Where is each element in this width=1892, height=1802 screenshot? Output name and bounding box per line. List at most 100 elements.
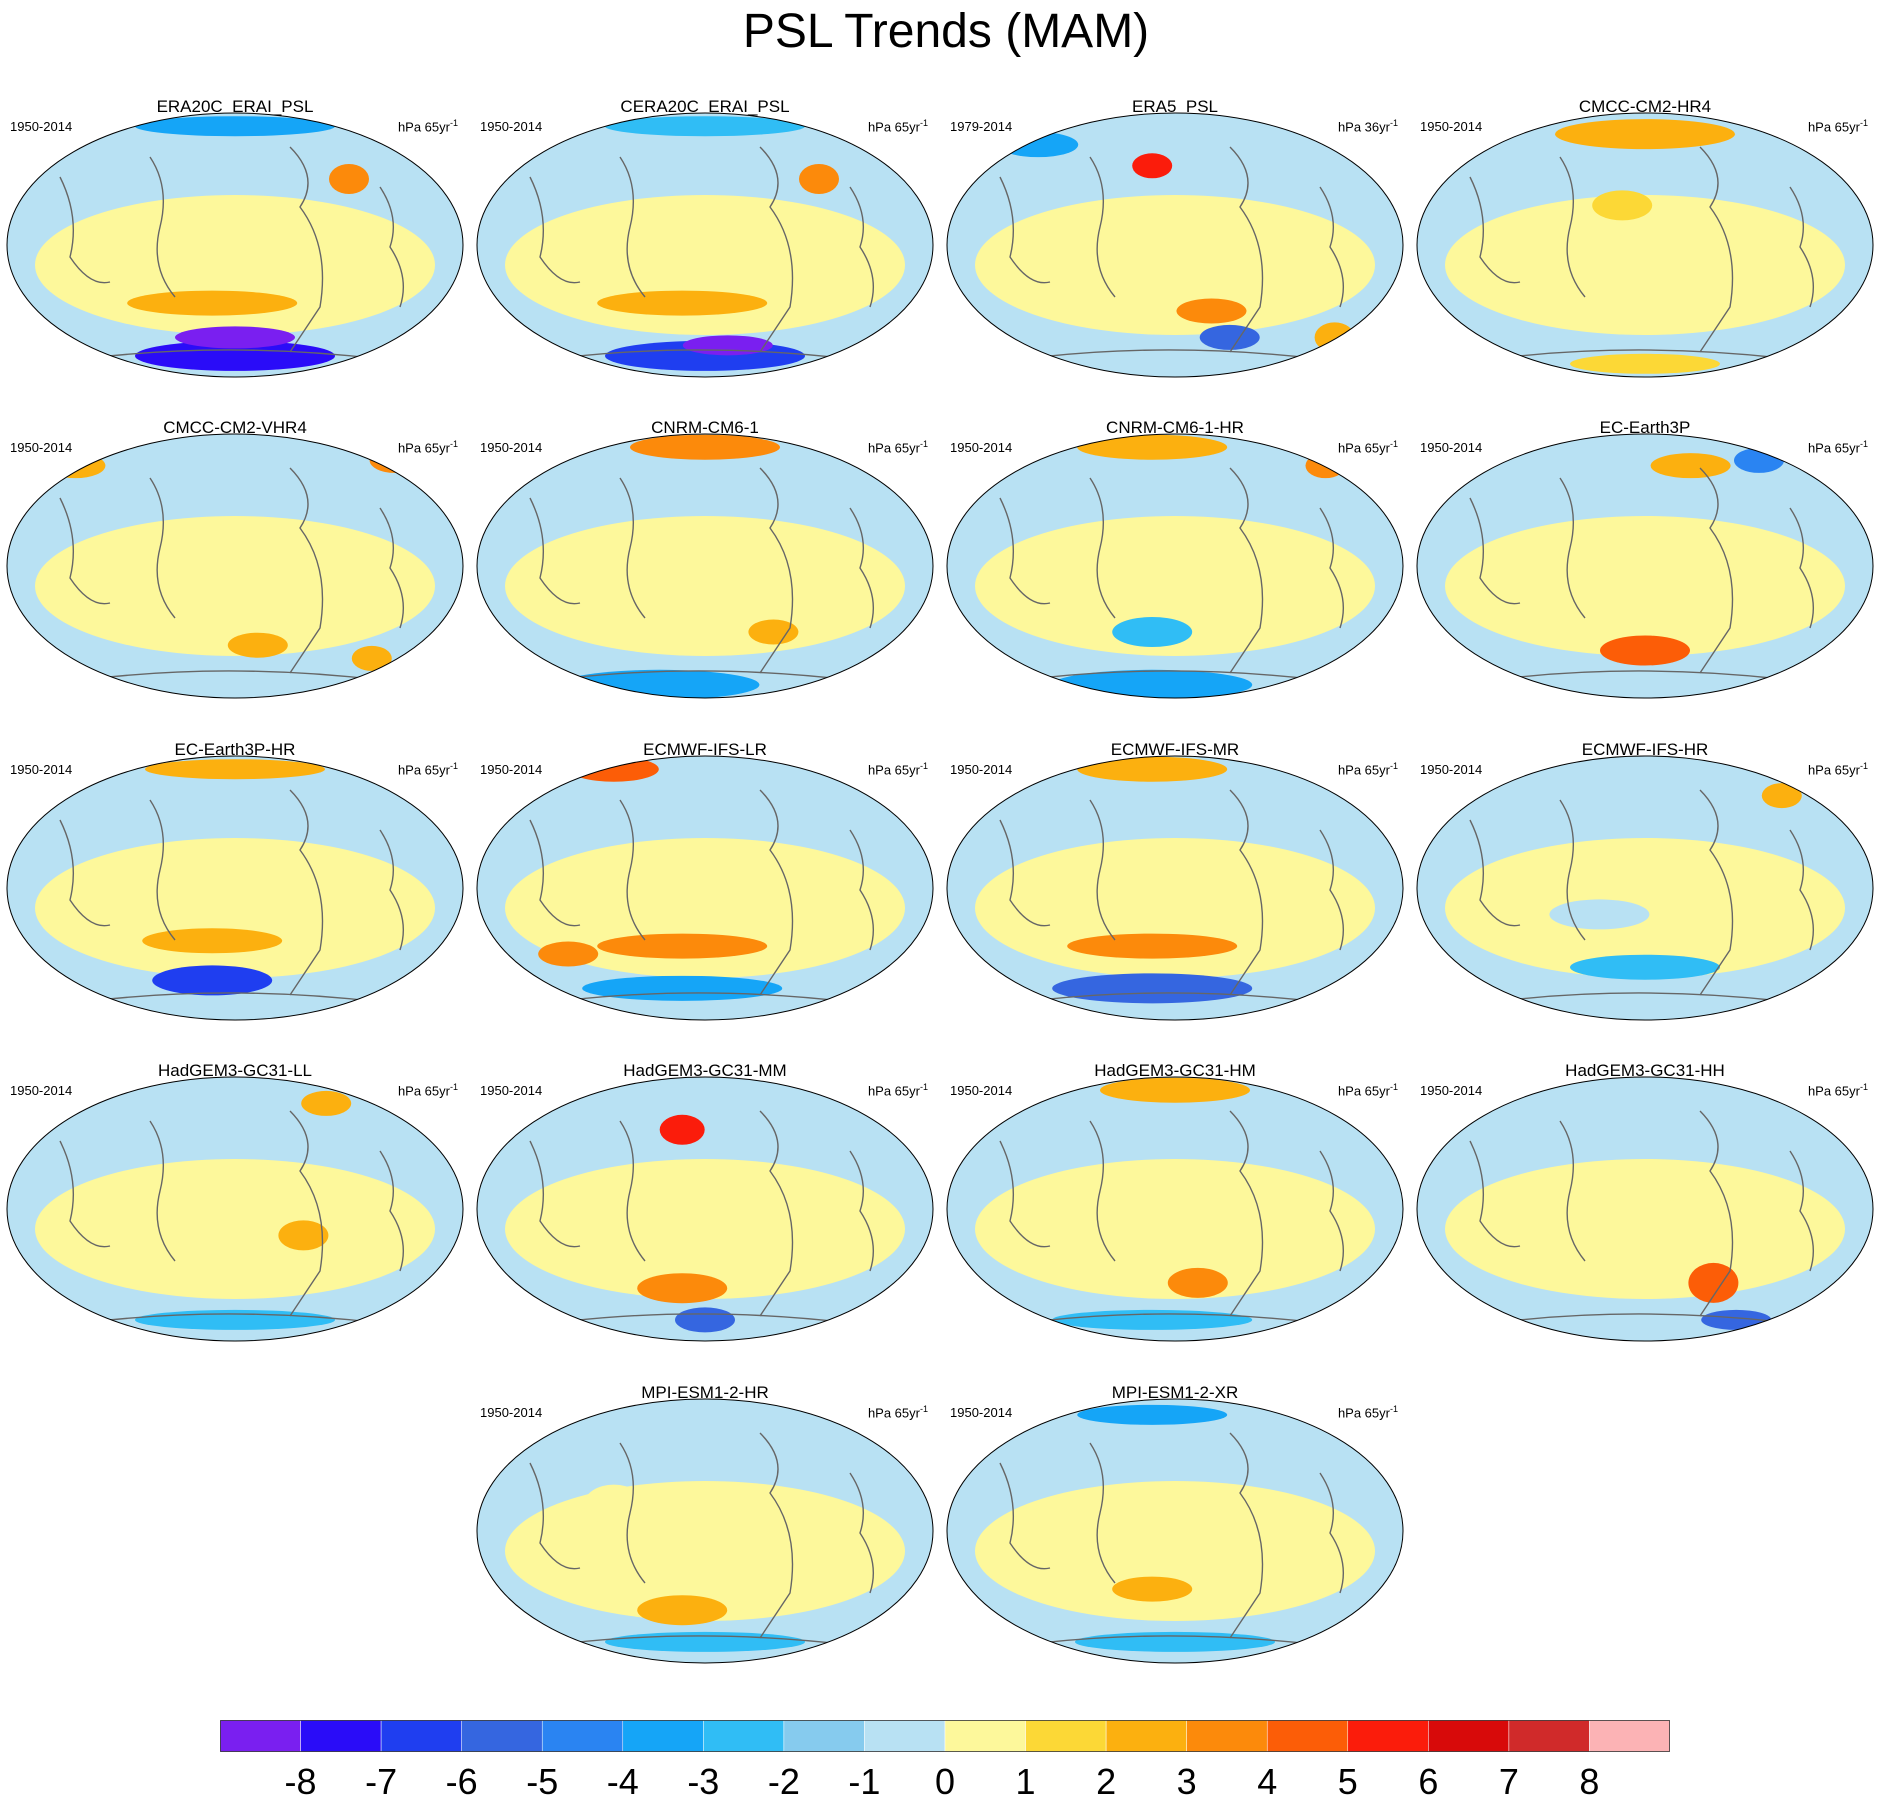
- panel-period: 1950-2014: [10, 762, 73, 777]
- coastline: [1229, 789, 1264, 996]
- trend-region: [142, 928, 283, 954]
- colorbar-swatch: [1508, 1720, 1590, 1752]
- trend-region: [975, 1481, 1375, 1621]
- coastline: [1789, 186, 1815, 308]
- panel-period: 1950-2014: [480, 1405, 543, 1420]
- coastline: [1469, 1140, 1521, 1248]
- trend-region: [1570, 353, 1720, 374]
- coastline: [849, 186, 875, 308]
- trend-region: [1052, 1309, 1253, 1330]
- trend-region: [1445, 1159, 1845, 1299]
- coastline: [1559, 799, 1586, 941]
- panel-units: hPa 65yr-1: [868, 436, 928, 456]
- colorbar-swatch: [1589, 1720, 1670, 1752]
- map-panel: ECMWF-IFS-MR 1950-2014 hPa 65yr-1: [940, 740, 1410, 1058]
- panel-period: 1950-2014: [1420, 1083, 1483, 1098]
- panel-title: CMCC-CM2-HR4: [1578, 97, 1712, 116]
- panel-units-text: hPa 65yr: [867, 762, 920, 778]
- coastline: [1509, 670, 1791, 681]
- coastline: [569, 349, 851, 360]
- panel-title: CERA20C_ERAI_PSL: [620, 97, 790, 116]
- map-outline: [1416, 755, 1874, 1021]
- trend-region: [175, 326, 295, 349]
- trend-region: [1132, 153, 1173, 179]
- coastline: [1089, 1442, 1116, 1584]
- panel-units: hPa 65yr-1: [1808, 758, 1868, 778]
- panel-units-text: hPa 65yr: [397, 119, 450, 135]
- map-outline: [946, 433, 1404, 699]
- coastline: [289, 146, 324, 353]
- trend-region: [1077, 1404, 1228, 1425]
- panel-title: MPI-ESM1-2-HR: [641, 1383, 769, 1402]
- coastline: [1229, 1432, 1264, 1639]
- map-outline: [476, 1398, 934, 1664]
- colorbar-tick-label: 7: [1498, 1761, 1519, 1802]
- panel-units: hPa 65yr-1: [868, 1401, 928, 1421]
- colorbar-tick-label: -4: [606, 1761, 639, 1802]
- trend-region: [1761, 783, 1802, 809]
- map-outline: [476, 755, 934, 1021]
- world-map: [476, 1398, 934, 1664]
- map-panel: HadGEM3-GC31-HH 1950-2014 hPa 65yr-1: [1410, 1061, 1880, 1379]
- trend-region: [538, 941, 599, 967]
- coastline: [1789, 507, 1815, 629]
- world-map: [1416, 1076, 1874, 1342]
- panel-units-exponent: -1: [919, 1404, 928, 1414]
- colorbar-tick-label: 5: [1337, 1761, 1358, 1802]
- panel-units: hPa 65yr-1: [1338, 1401, 1398, 1421]
- colorbar-swatch: [1347, 1720, 1429, 1752]
- map-outline: [946, 1398, 1404, 1664]
- panel-units: hPa 65yr-1: [1338, 1079, 1398, 1099]
- world-map: [476, 112, 934, 378]
- panel-title: EC-Earth3P: [1599, 418, 1691, 437]
- trend-region: [1555, 119, 1735, 150]
- trend-region: [1199, 324, 1260, 350]
- trend-region: [675, 1307, 735, 1333]
- panel-period: 1950-2014: [10, 440, 73, 455]
- panel-units-exponent: -1: [1389, 1404, 1398, 1414]
- panel-units-text: hPa 65yr: [1337, 1083, 1390, 1099]
- panel-units-exponent: -1: [449, 761, 458, 771]
- world-map: [6, 433, 464, 699]
- panel-title: HadGEM3-GC31-HH: [1565, 1061, 1725, 1080]
- panel-units-exponent: -1: [1389, 439, 1398, 449]
- panel-period: 1950-2014: [1420, 762, 1483, 777]
- colorbar-tick-label: 4: [1257, 1761, 1278, 1802]
- map-panel: CERA20C_ERAI_PSL 1950-2014 hPa 65yr-1: [470, 97, 940, 415]
- colorbar-swatch: [944, 1720, 1026, 1752]
- colorbar-swatch: [1186, 1720, 1268, 1752]
- coastline: [1469, 819, 1521, 927]
- coastline: [759, 1432, 794, 1639]
- map-panel: CMCC-CM2-VHR4 1950-2014 hPa 65yr-1: [0, 418, 470, 736]
- panel-units-text: hPa 65yr: [397, 440, 450, 456]
- coastline: [619, 1442, 646, 1584]
- world-map: [946, 1076, 1404, 1342]
- panel-units: hPa 65yr-1: [1808, 436, 1868, 456]
- panel-units-text: hPa 65yr: [867, 1083, 920, 1099]
- coastline: [1319, 829, 1345, 951]
- map-panel: HadGEM3-GC31-HM 1950-2014 hPa 65yr-1: [940, 1061, 1410, 1379]
- panel-title: EC-Earth3P-HR: [174, 740, 296, 759]
- trend-region: [1600, 635, 1690, 666]
- trend-region: [1100, 1077, 1250, 1103]
- world-map: [6, 112, 464, 378]
- trend-region: [1445, 195, 1845, 335]
- colorbar-tick-label: -1: [848, 1761, 881, 1802]
- trend-region: [1570, 954, 1720, 980]
- world-map: [946, 112, 1404, 378]
- colorbar-swatch: [541, 1720, 624, 1752]
- coastline: [759, 146, 794, 353]
- trend-region: [1167, 1267, 1228, 1298]
- map-panel: EC-Earth3P 1950-2014 hPa 65yr-1: [1410, 418, 1880, 736]
- trend-region: [135, 340, 335, 371]
- coastline: [1699, 1110, 1734, 1317]
- coastline: [379, 507, 405, 629]
- coastline: [759, 1110, 794, 1317]
- trend-region: [1688, 1262, 1739, 1303]
- panel-period: 1950-2014: [480, 762, 543, 777]
- panel-units-exponent: -1: [1389, 761, 1398, 771]
- panel-units: hPa 65yr-1: [398, 436, 458, 456]
- panel-units: hPa 65yr-1: [868, 758, 928, 778]
- coastline: [529, 1140, 581, 1248]
- map-outline: [6, 433, 464, 699]
